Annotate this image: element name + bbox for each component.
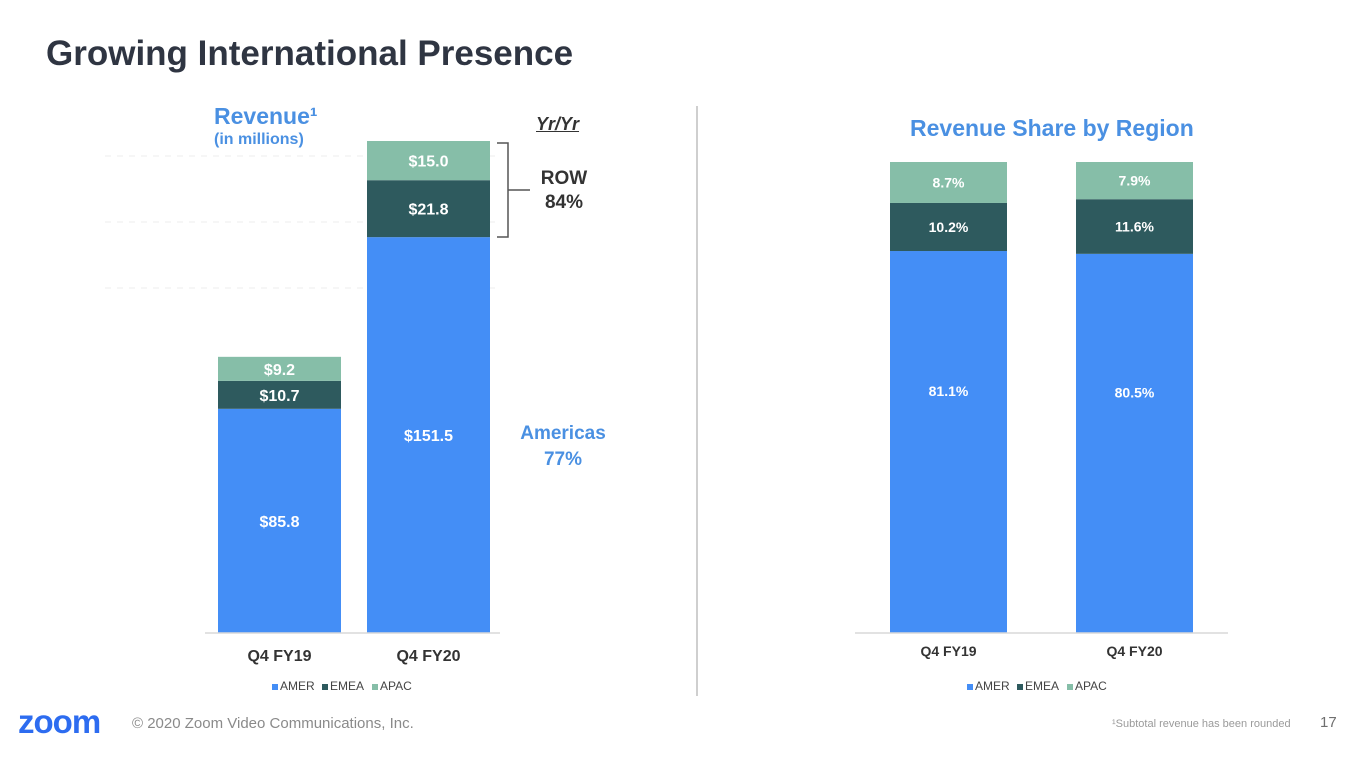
share-bar-amer-1	[890, 251, 1007, 634]
revenue-data-label: $21.8	[408, 202, 448, 219]
revenue-data-label: $151.5	[404, 428, 453, 445]
footnote: ¹Subtotal revenue has been rounded	[1112, 718, 1291, 730]
zoom-logo: zoom	[18, 703, 101, 740]
share-bar-emea-2	[1076, 199, 1193, 254]
revenue-chart-title: Revenue¹	[214, 103, 318, 129]
revenue-bar-amer-1	[218, 408, 341, 633]
row-bracket	[497, 142, 530, 238]
revenue-data-label: $15.0	[408, 154, 448, 171]
americas-label: Americas	[520, 423, 606, 444]
share-legend-swatch-emea	[1017, 684, 1023, 690]
revenue-legend-swatch-amer	[272, 684, 278, 690]
share-data-label: 11.6%	[1115, 219, 1154, 235]
revenue-data-label: $85.8	[259, 514, 299, 531]
share-data-label: 80.5%	[1115, 384, 1155, 400]
revenue-bar-emea-1	[218, 380, 341, 409]
share-legend-label: APAC	[1075, 679, 1107, 693]
share-data-label: 81.1%	[929, 383, 969, 399]
revenue-bar-amer-2	[367, 237, 490, 633]
revenue-legend-label: AMER	[280, 679, 315, 693]
revenue-data-label: $9.2	[264, 362, 295, 379]
share-bar-amer-2	[1076, 253, 1193, 633]
row-value: 84%	[544, 192, 584, 213]
share-legend-swatch-amer	[967, 684, 973, 690]
revenue-bar-emea-2	[367, 180, 490, 238]
share-legend-swatch-apac	[1067, 684, 1073, 690]
yoy-header: Yr/Yr	[536, 114, 580, 134]
revenue-chart-subtitle: (in millions)	[214, 131, 304, 148]
share-x-tick-label: Q4 FY20	[1106, 643, 1162, 659]
revenue-data-label: $10.7	[259, 388, 299, 405]
revenue-bar-apac-2	[367, 141, 490, 181]
revenue-legend-label: APAC	[380, 679, 412, 693]
revenue-legend-swatch-emea	[322, 684, 328, 690]
americas-growth-annotation: Americas 77%	[512, 421, 614, 473]
panel-divider	[696, 106, 698, 696]
share-x-tick-label: Q4 FY19	[920, 643, 976, 659]
share-data-label: 7.9%	[1119, 173, 1151, 189]
revenue-x-tick-label: Q4 FY20	[396, 648, 460, 665]
revenue-bar-apac-1	[218, 356, 341, 381]
share-chart-title: Revenue Share by Region	[910, 115, 1194, 141]
share-bar-apac-2	[1076, 162, 1193, 200]
share-data-label: 10.2%	[929, 219, 969, 235]
share-legend-label: EMEA	[1025, 679, 1059, 693]
share-legend-label: AMER	[975, 679, 1010, 693]
copyright-text: © 2020 Zoom Video Communications, Inc.	[132, 715, 414, 732]
row-label: ROW	[540, 168, 588, 189]
revenue-legend-label: EMEA	[330, 679, 364, 693]
revenue-x-tick-label: Q4 FY19	[247, 648, 311, 665]
page-title: Growing International Presence	[46, 34, 574, 73]
share-bar-apac-1	[890, 162, 1007, 203]
page-number: 17	[1320, 714, 1337, 731]
americas-value: 77%	[543, 449, 583, 470]
revenue-legend-swatch-apac	[372, 684, 378, 690]
share-bar-emea-1	[890, 202, 1007, 252]
row-growth-annotation: ROW 84%	[536, 167, 592, 215]
share-data-label: 8.7%	[933, 174, 965, 190]
